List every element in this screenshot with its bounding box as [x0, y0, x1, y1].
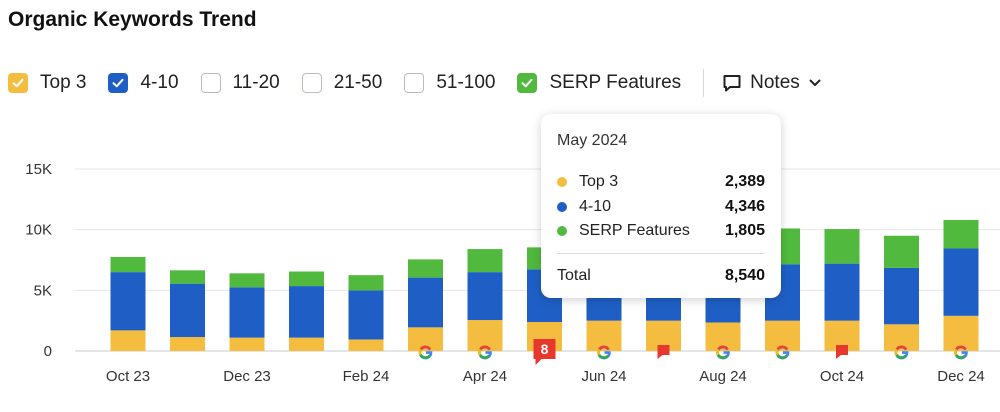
checkbox-checked-icon[interactable] [8, 73, 28, 93]
filter-label: 11-20 [232, 72, 280, 93]
note-icon [723, 75, 741, 92]
bar-4-10[interactable] [110, 272, 146, 331]
y-tick-label: 5K [34, 282, 52, 299]
note-flag-icon[interactable] [657, 345, 670, 359]
bar-serp-features[interactable] [824, 229, 860, 264]
google-icon[interactable] [894, 345, 909, 360]
filter-51-100[interactable]: 51-100 [404, 72, 495, 94]
google-icon[interactable] [954, 345, 968, 360]
bar-serp-features[interactable] [229, 273, 265, 288]
checkbox-unchecked-icon[interactable] [200, 73, 221, 93]
tooltip-divider [557, 252, 765, 254]
bar-4-10[interactable] [408, 277, 443, 328]
filter-label: 4-10 [140, 72, 179, 93]
series-dot-icon [557, 226, 567, 237]
bar-serp-features[interactable] [884, 235, 919, 268]
chart-tooltip: May 2024 Top 3 2,389 4-10 4,346 SERP Feature… [541, 114, 781, 298]
x-tick-label: Feb 24 [343, 368, 390, 385]
tooltip-total-label: Total [557, 266, 591, 284]
bar-top-3[interactable] [408, 327, 443, 351]
svg-text:8: 8 [541, 341, 549, 357]
filter-11-20[interactable]: 11-20 [200, 72, 280, 94]
checkbox-checked-icon[interactable] [517, 73, 538, 93]
filter-4-10[interactable]: 4-10 [108, 72, 179, 94]
x-tick-label: Jun 24 [581, 368, 626, 385]
tooltip-row-value: 2,389 [724, 173, 765, 191]
bar-4-10[interactable] [824, 263, 860, 321]
chevron-down-icon [809, 79, 821, 86]
bar-top-3[interactable] [110, 330, 146, 351]
y-tick-label: 15K [25, 161, 52, 178]
filter-separator [703, 69, 705, 97]
tooltip-row: SERP Features 1,805 [557, 219, 765, 244]
google-icon[interactable] [716, 345, 730, 360]
bar-4-10[interactable] [348, 290, 384, 340]
note-flag-icon[interactable] [836, 345, 848, 359]
bar-4-10[interactable] [943, 248, 979, 316]
tooltip-row: 4-10 4,346 [557, 195, 765, 220]
google-icon[interactable] [597, 345, 611, 360]
x-tick-label: Dec 23 [223, 368, 271, 385]
google-icon[interactable] [478, 345, 492, 360]
bar-4-10[interactable] [170, 283, 205, 338]
checkbox-unchecked-icon[interactable] [301, 73, 322, 93]
y-tick-label: 10K [25, 222, 52, 239]
tooltip-row-name: SERP Features [579, 222, 690, 240]
filter-label: Top 3 [40, 72, 87, 93]
filter-top-3[interactable]: Top 3 [8, 72, 86, 94]
google-icon[interactable] [775, 345, 790, 360]
tooltip-row-value: 4,346 [724, 197, 765, 215]
bar-serp-features[interactable] [467, 249, 503, 273]
note-count-badge[interactable]: 8 [533, 339, 556, 365]
checkbox-checked-icon[interactable] [108, 73, 129, 93]
series-dot-icon [557, 201, 567, 212]
x-tick-label: Oct 23 [106, 368, 150, 385]
bar-top-3[interactable] [943, 315, 979, 351]
bar-4-10[interactable] [467, 272, 503, 321]
bar-4-10[interactable] [289, 286, 324, 338]
filter-label: 21-50 [333, 72, 383, 93]
x-tick-label: Aug 24 [699, 368, 747, 385]
checkbox-unchecked-icon[interactable] [404, 73, 425, 93]
bar-top-3[interactable] [289, 337, 324, 351]
bar-serp-features[interactable] [348, 275, 384, 291]
bar-serp-features[interactable] [110, 256, 146, 273]
filter-label: SERP Features [549, 72, 682, 93]
tooltip-total-value: 8,540 [724, 266, 765, 284]
tooltip-row-name: Top 3 [579, 173, 619, 191]
bar-serp-features[interactable] [408, 259, 443, 278]
bar-top-3[interactable] [348, 339, 384, 351]
tooltip-total: Total 8,540 [557, 267, 765, 285]
filter-label: 51-100 [436, 72, 496, 93]
bar-4-10[interactable] [229, 287, 265, 338]
tooltip-title: May 2024 [557, 132, 628, 149]
bar-4-10[interactable] [884, 267, 919, 325]
bar-top-3[interactable] [170, 337, 205, 351]
x-tick-label: Oct 24 [820, 368, 864, 385]
notes-dropdown[interactable]: Notes [722, 72, 830, 94]
x-tick-label: Apr 24 [463, 368, 507, 385]
tooltip-row-value: 1,805 [724, 222, 765, 240]
notes-label: Notes [750, 72, 800, 93]
bar-top-3[interactable] [229, 337, 265, 351]
x-tick-label: Dec 24 [937, 368, 985, 385]
google-icon[interactable] [418, 345, 433, 360]
filter-bar: Top 3 4-10 11-20 21-50 51-100 SERP Features No… [8, 69, 830, 97]
page-title: Organic Keywords Trend [8, 8, 257, 31]
bar-serp-features[interactable] [289, 271, 324, 287]
filter-21-50[interactable]: 21-50 [301, 72, 383, 94]
series-dot-icon [557, 177, 567, 188]
tooltip-row-name: 4-10 [579, 197, 612, 215]
bar-serp-features[interactable] [170, 270, 205, 284]
filter-serp-features[interactable]: SERP Features [517, 72, 681, 94]
y-tick-label: 0 [44, 343, 52, 360]
tooltip-row: Top 3 2,389 [557, 170, 765, 195]
bar-serp-features[interactable] [943, 219, 979, 249]
